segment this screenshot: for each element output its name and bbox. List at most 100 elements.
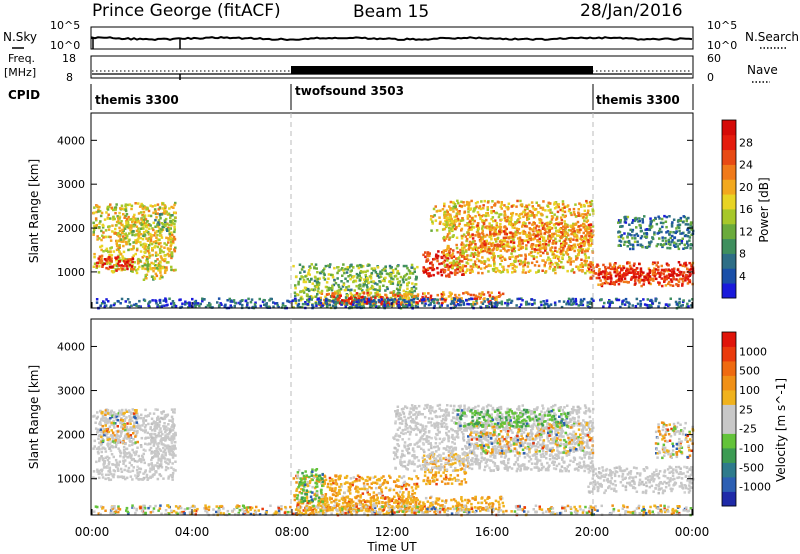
power-data-layer (92, 199, 695, 310)
velocity-colorbar-tick-2: 100 (739, 384, 760, 397)
date-title: 28/Jan/2016 (580, 1, 683, 21)
power-colorbar-swatch-9 (722, 149, 736, 165)
power-colorbar-swatch-5 (722, 209, 736, 225)
power-echo-region-14 (617, 214, 695, 251)
power-colorbar-swatch-3 (722, 238, 736, 254)
velocity-echo-region-0 (92, 408, 177, 482)
power-colorbar-label: Power [dB] (757, 177, 771, 242)
power-colorbar: 4 8 12 16 20 24 28 (721, 119, 753, 299)
velocity-echo-region-1 (149, 421, 177, 463)
velocity-ytick-label-3: 4000 (57, 340, 85, 353)
nave-tick-bottom: 0 (707, 71, 714, 84)
freq-label: Freq. (8, 52, 35, 65)
x-tick-label-4: 16:00 (475, 525, 510, 539)
beam-title: Beam 15 (353, 2, 429, 22)
power-colorbar-tick-6: 28 (739, 136, 753, 149)
velocity-panel: 1000 2000 3000 4000 Slant Range [km] 00:00 0… (27, 302, 788, 554)
velocity-ytick-label-1: 2000 (57, 429, 85, 442)
power-colorbar-tick-5: 24 (739, 159, 753, 172)
power-echo-region-0 (92, 201, 177, 275)
freq-block-twofsound (291, 66, 593, 74)
power-colorbar-swatch-2 (722, 253, 736, 269)
station-title: Prince George (fitACF) (92, 1, 281, 21)
velocity-echo-region-10 (455, 408, 570, 429)
nave-label: Nave (747, 63, 778, 77)
x-tick-label-2: 08:00 (275, 525, 310, 539)
cpid-label: CPID (8, 88, 40, 102)
velocity-colorbar: 1000 500 100 25 -25 -100 -500 -1000 (721, 331, 771, 507)
power-y-axis: 1000 2000 3000 4000 (57, 134, 693, 279)
power-echo-region-4 (154, 213, 177, 233)
velocity-colorbar-swatch-11 (722, 332, 736, 347)
power-echo-region-3 (142, 261, 164, 281)
x-tick-label-3: 12:00 (375, 525, 410, 539)
power-colorbar-swatch-0 (722, 283, 736, 299)
velocity-echo-region-9 (587, 465, 695, 495)
x-tick-label-0: 00:00 (75, 525, 110, 539)
velocity-colorbar-frame (721, 331, 737, 507)
power-echo-region-2 (117, 217, 150, 238)
power-colorbar-swatch-4 (722, 223, 736, 240)
power-colorbar-tick-4: 20 (739, 181, 753, 194)
velocity-colorbar-tick-7: -1000 (739, 481, 771, 494)
freq-panel-frame (90, 55, 694, 79)
power-colorbar-tick-1: 8 (739, 248, 746, 261)
power-ytick-label-1: 2000 (57, 222, 85, 235)
cpid-segment-0: themis 3300 (95, 93, 179, 107)
velocity-y-axis: 1000 2000 3000 4000 (57, 340, 693, 486)
power-echo-region-13 (592, 267, 695, 281)
power-colorbar-tick-2: 12 (739, 225, 753, 238)
velocity-ytick-label-2: 3000 (57, 385, 85, 398)
velocity-colorbar-swatch-4 (722, 433, 736, 449)
velocity-colorbar-tick-6: -500 (739, 461, 764, 474)
velocity-echo-region-11 (654, 421, 695, 460)
velocity-colorbar-swatch-9 (722, 361, 736, 376)
cpid-strip: CPID themis 3300 twofsound 3503 themis 3… (8, 84, 694, 110)
velocity-colorbar-label: Velocity [m s^-1] (774, 378, 788, 482)
power-echo-region-1 (95, 255, 135, 272)
velocity-colorbar-tick-0: 1000 (739, 345, 767, 358)
x-tick-label-5: 20:00 (575, 525, 610, 539)
velocity-ytick-label-0: 1000 (57, 473, 85, 486)
velocity-echo-region-12 (93, 504, 693, 517)
nsky-tick-top: 10^5 (50, 19, 80, 32)
velocity-colorbar-swatch-8 (722, 375, 736, 391)
velocity-colorbar-swatch-5 (722, 419, 736, 434)
power-ytick-label-2: 3000 (57, 178, 85, 191)
nsky-trace (91, 36, 693, 42)
x-axis-label: Time UT (366, 540, 417, 554)
freq-tick-top: 18 (62, 52, 76, 65)
nsearch-label: N.Search (745, 30, 799, 44)
velocity-data-layer (92, 403, 695, 517)
power-colorbar-swatch-7 (722, 179, 736, 195)
power-echo-region-15 (95, 297, 694, 310)
velocity-y-label: Slant Range [km] (27, 365, 41, 469)
cpid-segment-2: themis 3300 (596, 93, 680, 107)
velocity-echo-region-5 (295, 468, 324, 504)
time-x-axis: 00:00 04:00 08:00 12:00 16:00 20:00 00:00 (75, 302, 710, 539)
x-tick-label-6: 00:00 (675, 525, 710, 539)
power-echo-region-11 (467, 221, 594, 253)
power-colorbar-swatch-10 (722, 134, 736, 151)
freq-tick-bottom: 8 (66, 71, 73, 84)
velocity-colorbar-swatch-10 (722, 346, 736, 362)
velocity-echo-region-2 (99, 408, 139, 446)
sky-panel: N.Sky 10^5 10^0 10^5 10^0 N.Search (3, 19, 799, 52)
velocity-colorbar-swatch-3 (722, 448, 736, 463)
power-colorbar-tick-3: 16 (739, 203, 753, 216)
velocity-colorbar-swatch-7 (722, 390, 736, 405)
nsky-tick-bottom: 10^0 (50, 39, 80, 52)
power-colorbar-swatch-11 (722, 120, 736, 136)
nsky-label: N.Sky (3, 30, 37, 44)
velocity-colorbar-swatch-1 (722, 477, 736, 492)
velocity-colorbar-swatch-0 (722, 491, 736, 507)
velocity-colorbar-tick-3: 25 (739, 403, 753, 416)
power-echo-region-10 (442, 199, 595, 275)
nsearch-tick-top: 10^5 (707, 19, 737, 32)
power-colorbar-swatch-1 (722, 268, 736, 284)
velocity-colorbar-tick-1: 500 (739, 365, 760, 378)
power-ytick-label-3: 4000 (57, 134, 85, 147)
power-colorbar-tick-0: 4 (739, 270, 746, 283)
freq-unit-label: [MHz] (4, 66, 36, 79)
